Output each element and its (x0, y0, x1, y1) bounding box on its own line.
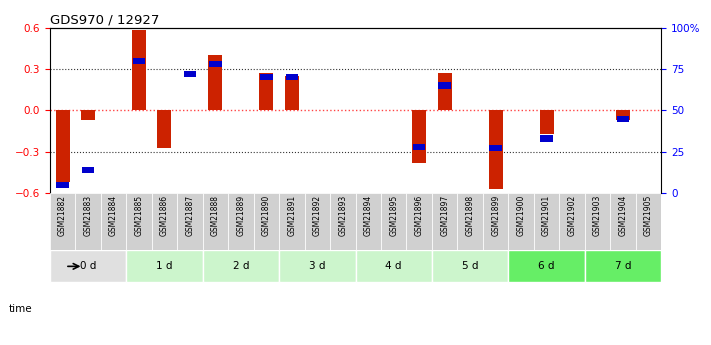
Bar (508, 250, 585, 282)
Bar (489, 145, 502, 151)
Bar (183, 71, 196, 77)
Bar (457, 193, 483, 250)
Bar (55, 110, 70, 182)
Text: GSM21889: GSM21889 (236, 195, 245, 236)
Text: GSM21903: GSM21903 (593, 195, 602, 236)
Bar (75, 193, 101, 250)
Bar (208, 55, 223, 110)
Bar (483, 193, 508, 250)
Bar (279, 250, 356, 282)
Bar (585, 193, 610, 250)
Bar (203, 250, 279, 282)
Text: GSM21882: GSM21882 (58, 195, 67, 236)
Text: GSM21893: GSM21893 (338, 195, 347, 236)
Bar (286, 74, 298, 80)
Bar (279, 193, 304, 250)
Bar (438, 73, 451, 110)
Bar (432, 250, 508, 282)
Bar (488, 110, 503, 189)
Bar (209, 61, 222, 67)
Text: GSM21886: GSM21886 (160, 195, 169, 236)
Text: GSM21888: GSM21888 (211, 195, 220, 236)
Bar (127, 193, 151, 250)
Bar (133, 58, 145, 64)
Text: 2 d: 2 d (232, 262, 249, 272)
Bar (413, 144, 425, 150)
Text: GSM21904: GSM21904 (619, 195, 628, 236)
Bar (381, 193, 407, 250)
Text: GSM21890: GSM21890 (262, 195, 271, 236)
Text: GSM21892: GSM21892 (313, 195, 322, 236)
Bar (432, 193, 457, 250)
Text: GSM21891: GSM21891 (287, 195, 296, 236)
Text: GSM21883: GSM21883 (83, 195, 92, 236)
Bar (412, 110, 426, 163)
Text: GSM21887: GSM21887 (186, 195, 194, 236)
Bar (254, 193, 279, 250)
Bar (407, 193, 432, 250)
Text: time: time (9, 304, 32, 314)
Bar (228, 193, 254, 250)
Bar (132, 30, 146, 110)
Bar (439, 82, 451, 89)
Bar (50, 193, 75, 250)
Text: 4 d: 4 d (385, 262, 402, 272)
Bar (56, 182, 69, 188)
Bar (177, 193, 203, 250)
Text: GSM21884: GSM21884 (109, 195, 118, 236)
Text: 5 d: 5 d (462, 262, 479, 272)
Text: 7 d: 7 d (615, 262, 631, 272)
Bar (540, 135, 553, 141)
Bar (560, 193, 585, 250)
Bar (101, 193, 127, 250)
Bar (636, 193, 661, 250)
Bar (304, 193, 330, 250)
Bar (610, 193, 636, 250)
Text: GSM21894: GSM21894 (364, 195, 373, 236)
Text: GSM21905: GSM21905 (644, 195, 653, 236)
Bar (356, 193, 381, 250)
Bar (616, 110, 630, 120)
Text: GSM21895: GSM21895 (389, 195, 398, 236)
Bar (508, 193, 534, 250)
Text: 0 d: 0 d (80, 262, 96, 272)
Text: GSM21901: GSM21901 (542, 195, 551, 236)
Bar (203, 193, 228, 250)
Bar (127, 250, 203, 282)
Bar (330, 193, 356, 250)
Text: GSM21896: GSM21896 (415, 195, 424, 236)
Bar (151, 193, 177, 250)
Text: GSM21902: GSM21902 (567, 195, 577, 236)
Text: GSM21900: GSM21900 (517, 195, 525, 236)
Text: GSM21885: GSM21885 (134, 195, 144, 236)
Bar (285, 76, 299, 110)
Bar (260, 73, 273, 110)
Text: 3 d: 3 d (309, 262, 326, 272)
Bar (157, 110, 171, 148)
Bar (616, 116, 629, 122)
Bar (585, 250, 661, 282)
Text: GSM21899: GSM21899 (491, 195, 500, 236)
Text: 6 d: 6 d (538, 262, 555, 272)
Text: GSM21898: GSM21898 (466, 195, 475, 236)
Bar (50, 250, 127, 282)
Text: GSM21897: GSM21897 (440, 195, 449, 236)
Bar (81, 110, 95, 120)
Text: 1 d: 1 d (156, 262, 173, 272)
Bar (260, 74, 272, 80)
Bar (534, 193, 560, 250)
Bar (540, 110, 554, 134)
Bar (82, 167, 95, 173)
Text: GDS970 / 12927: GDS970 / 12927 (50, 13, 159, 27)
Bar (356, 250, 432, 282)
